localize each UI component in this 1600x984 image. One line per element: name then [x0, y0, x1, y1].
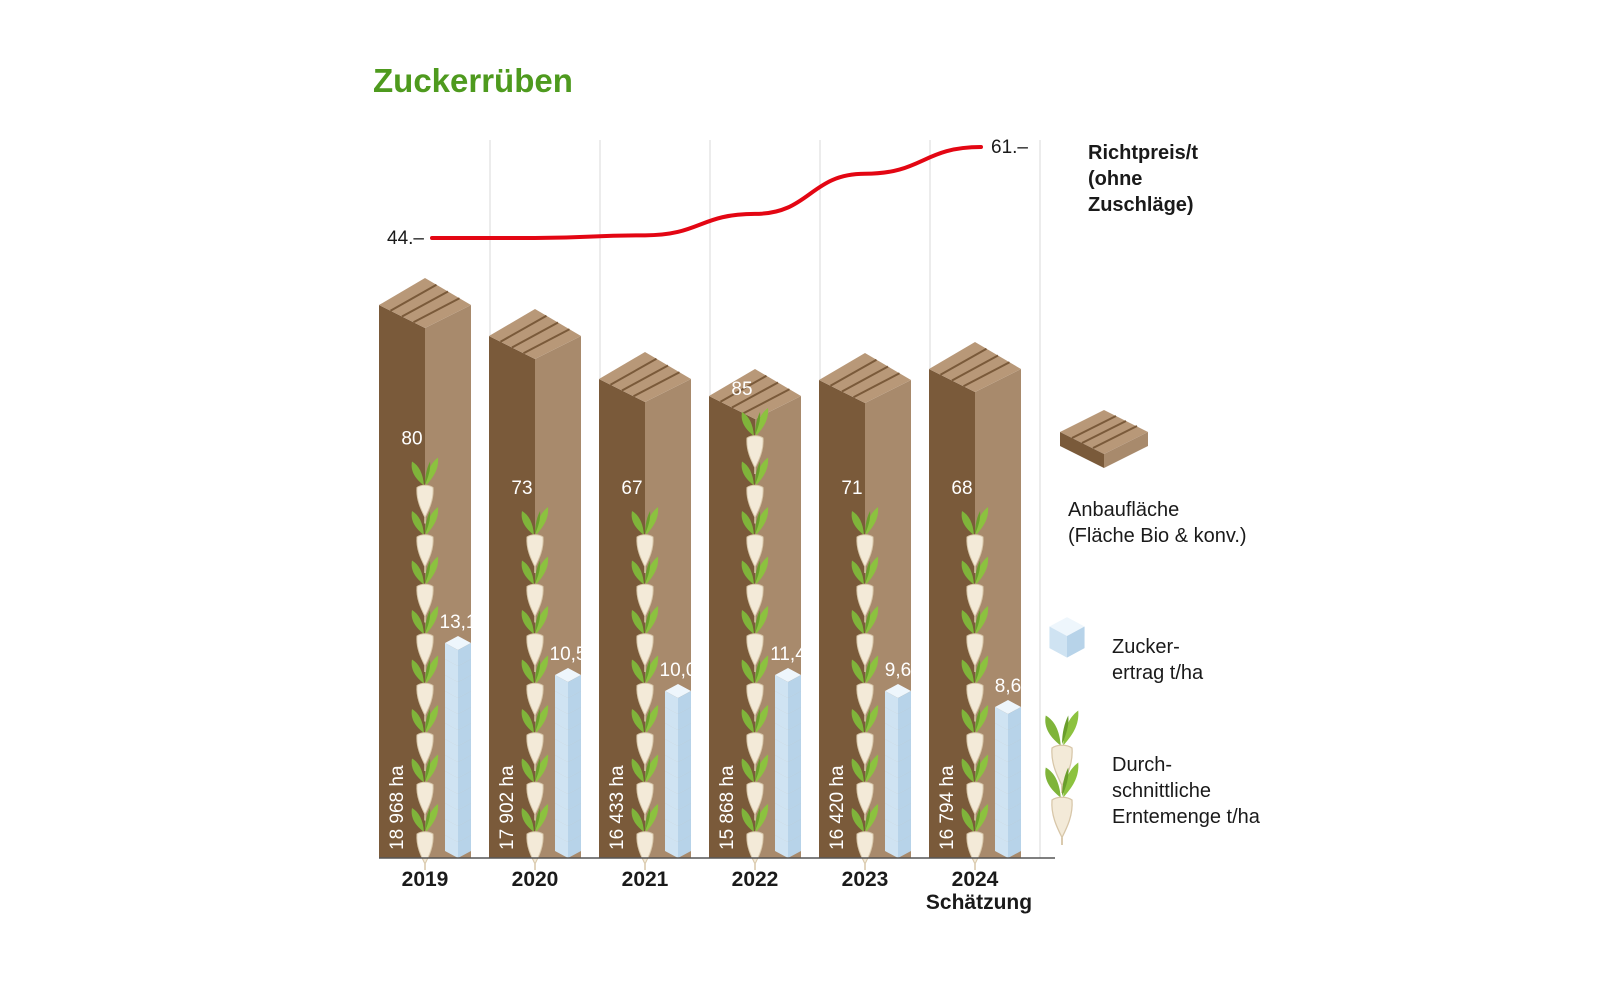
sugar-value-label: 11,4: [770, 644, 806, 665]
sugar-value-label: 10,5: [550, 644, 587, 665]
bars-layer: 18 968 ha 80 13,1 17 902 ha 73 10,5 16 433 ha 6…: [379, 278, 1021, 871]
price-line-layer: 44.– 61.–: [387, 137, 1028, 249]
yield-value-label: 67: [621, 478, 642, 499]
yield-value-label: 80: [401, 429, 422, 450]
yield-value-label: 85: [731, 379, 752, 400]
yield-value-label: 68: [951, 478, 972, 499]
sugar-value-label: 8,6: [995, 676, 1021, 697]
yield-value-label: 73: [511, 478, 532, 499]
x-tick-label: 2019: [402, 868, 449, 891]
area-value-label: 17 902 ha: [497, 765, 518, 850]
x-tick-label: 2022: [732, 868, 779, 891]
legend-area-label: Anbaufläche (Fläche Bio & konv.): [1068, 499, 1247, 547]
area-value-label: 16 794 ha: [937, 765, 958, 850]
legend-sugar-icon: [1049, 617, 1085, 658]
x-tick-label: 2024: [952, 868, 999, 891]
chart-title: Zuckerrüben: [373, 62, 573, 99]
area-value-label: 15 868 ha: [717, 765, 738, 850]
legend-sugar-label: Zucker- ertrag t/ha: [1112, 636, 1204, 684]
x-tick-label: 2023: [842, 868, 889, 891]
yield-value-label: 71: [841, 478, 862, 499]
area-bar: [929, 342, 1021, 858]
area-value-label: 18 968 ha: [387, 765, 408, 850]
price-line: [430, 145, 983, 241]
price-start-label: 44.–: [387, 228, 424, 249]
legend-price-label: Richtpreis/t (ohne Zuschläge): [1088, 142, 1199, 216]
x-tick-label: 2020: [512, 868, 559, 891]
legend-yield-icon: [1044, 709, 1080, 846]
sugar-value-label: 10,0: [660, 660, 697, 681]
price-end-label: 61.–: [991, 137, 1028, 158]
area-value-label: 16 420 ha: [827, 765, 848, 850]
area-value-label: 16 433 ha: [607, 765, 628, 850]
legend-yield-label: Durch- schnittliche Erntemenge t/ha: [1112, 754, 1260, 828]
x-tick-label: 2021: [622, 868, 669, 891]
sugar-value-label: 13,1: [440, 612, 477, 633]
sugar-value-label: 9,6: [885, 660, 911, 681]
area-bar: [819, 353, 911, 858]
legend-area-icon: [1060, 410, 1148, 468]
x-tick-sublabel: Schätzung: [926, 891, 1032, 914]
